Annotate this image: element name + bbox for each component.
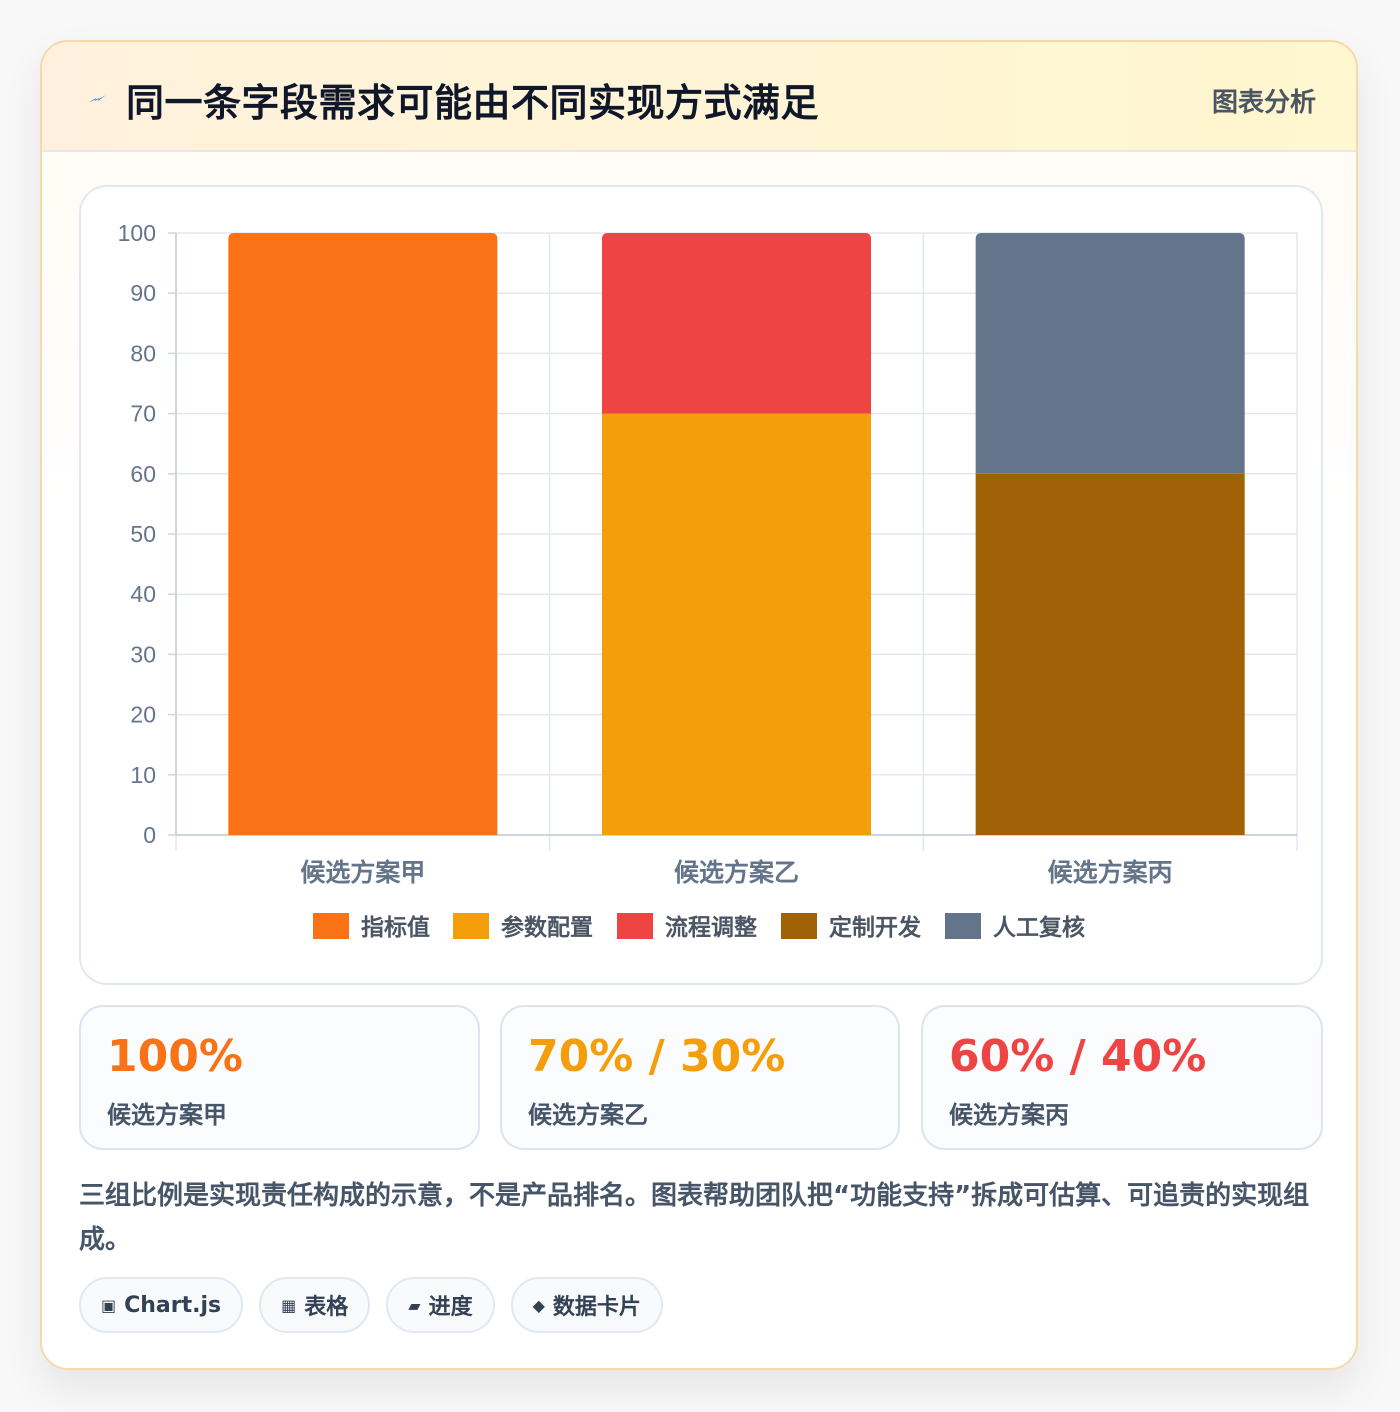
y-tick-label: 70 — [130, 401, 156, 427]
x-tick-label: 候选方案甲 — [300, 858, 425, 887]
lightning-icon — [88, 95, 106, 103]
tag-list: ▣ Chart.js ▦ 表格 ▰ 进度 ◆ 数据卡片 — [79, 1277, 663, 1337]
legend-label: 人工复核 — [993, 914, 1085, 941]
y-tick-label: 80 — [130, 340, 156, 366]
legend-label: 定制开发 — [829, 914, 921, 941]
x-tick-label: 候选方案丙 — [1048, 858, 1173, 887]
y-tick-label: 20 — [130, 702, 156, 728]
y-tick-label: 30 — [130, 641, 156, 667]
y-tick-label: 10 — [130, 762, 156, 788]
chart-analysis-badge: 图表分析 — [1211, 88, 1316, 118]
stat-label: 候选方案甲 — [107, 1101, 227, 1129]
tag-label: 数据卡片 — [552, 1295, 641, 1320]
legend-label: 流程调整 — [665, 914, 757, 941]
bar-segment — [975, 233, 1245, 474]
stacked-bar-chart: 0 10 20 30 40 50 60 70 80 90 100 候选方案甲 候选方案乙 候选方案丙指标值… — [118, 220, 1298, 941]
card-header: 同一条字段需求可能由不同实现方式满足 图表分析 — [42, 42, 1356, 152]
y-tick-label: 60 — [130, 461, 156, 487]
diamond-icon: ◆ — [532, 1295, 545, 1315]
legend-swatch — [313, 913, 349, 939]
legend-swatch — [617, 913, 653, 939]
chart-panel: 0 10 20 30 40 50 60 70 80 90 100 候选方案甲 候选方案乙 候选方案丙指标值… — [79, 185, 1323, 985]
tag-chartjs[interactable]: ▣ Chart.js — [79, 1277, 244, 1333]
page-title: 同一条字段需求可能由不同实现方式满足 — [126, 81, 820, 125]
tag-data-card[interactable]: ◆ 数据卡片 — [510, 1277, 663, 1333]
y-tick-label: 100 — [118, 220, 156, 246]
y-tick-label: 50 — [130, 521, 156, 547]
tag-label: Chart.js — [124, 1292, 222, 1318]
table-icon: ▦ — [281, 1295, 297, 1315]
y-tick-label: 0 — [143, 822, 156, 848]
stat-label: 候选方案乙 — [528, 1101, 648, 1129]
bar-segment — [228, 233, 498, 835]
chart-card: 同一条字段需求可能由不同实现方式满足 图表分析 0 10 20 30 40 50 60 70 8… — [40, 40, 1358, 1370]
tag-table[interactable]: ▦ 表格 — [259, 1277, 371, 1333]
stat-value: 100% — [107, 1031, 243, 1082]
stat-card-a: 100% 候选方案甲 — [79, 1005, 480, 1150]
legend-swatch — [453, 913, 489, 939]
y-tick-label: 90 — [130, 280, 156, 306]
progress-icon: ▰ — [408, 1295, 421, 1315]
chart-note: 三组比例是实现责任构成的示意，不是产品排名。图表帮助团队把“功能支持”拆成可估算… — [79, 1181, 1310, 1255]
stat-label: 候选方案丙 — [949, 1101, 1069, 1129]
legend-swatch — [945, 913, 981, 939]
legend-label: 参数配置 — [501, 914, 593, 941]
stat-card-b: 70% / 30% 候选方案乙 — [500, 1005, 900, 1150]
y-tick-label: 40 — [130, 581, 156, 607]
x-tick-label: 候选方案乙 — [674, 858, 799, 887]
stat-value: 60% / 40% — [949, 1031, 1207, 1082]
bar-segment — [601, 413, 872, 835]
legend-swatch — [781, 913, 817, 939]
stat-card-c: 60% / 40% 候选方案丙 — [921, 1005, 1323, 1150]
tag-progress[interactable]: ▰ 进度 — [386, 1277, 495, 1333]
chart-icon: ▣ — [101, 1295, 117, 1315]
bar-segment — [601, 233, 872, 414]
tag-label: 表格 — [304, 1295, 349, 1320]
legend-label: 指标值 — [361, 914, 430, 941]
tag-label: 进度 — [428, 1295, 473, 1320]
bar-segment — [975, 473, 1245, 835]
stat-value: 70% / 30% — [528, 1031, 786, 1082]
